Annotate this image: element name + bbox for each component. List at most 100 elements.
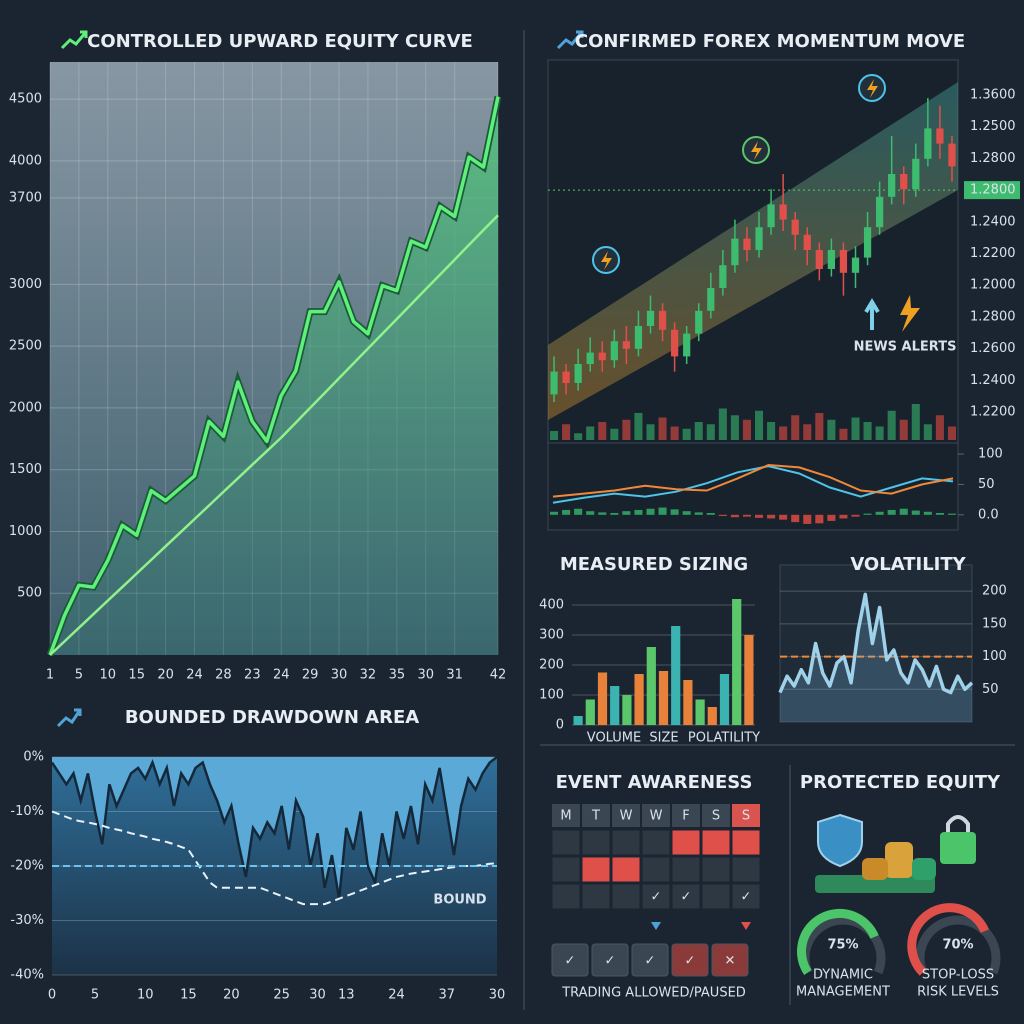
y-tick-label: 1.2400 [970, 373, 1016, 388]
alert-icon [867, 79, 878, 98]
calendar-cell [701, 856, 731, 883]
candle-body [574, 364, 582, 383]
gauge-value [907, 903, 990, 976]
price-tag [964, 181, 1020, 200]
bar [646, 647, 656, 725]
calendar-cell [701, 883, 731, 910]
candle-body [851, 257, 860, 273]
candle-body [948, 143, 956, 167]
histogram-bar [851, 514, 860, 517]
day-header [612, 804, 640, 827]
calendar-cell [731, 829, 761, 856]
bar [683, 680, 693, 725]
volume-bar [923, 424, 932, 440]
day-header [642, 804, 670, 827]
y-tick-label: 1.2400 [970, 214, 1016, 229]
line [778, 592, 974, 695]
volume-bar [767, 422, 776, 440]
candle-body [888, 174, 896, 197]
candle-body [876, 196, 884, 228]
candle-body [610, 341, 618, 361]
candle-body [827, 250, 835, 269]
oscillator-line [552, 465, 954, 504]
bar [744, 635, 754, 725]
candle-body [839, 250, 848, 273]
gauge-caption: DYNAMIC [813, 968, 873, 983]
histogram-bar [586, 511, 595, 515]
x-tick-label: 30 [417, 668, 434, 683]
gauge-label: 70% [942, 938, 973, 953]
histogram-bar [779, 514, 788, 520]
histogram-bar [947, 513, 956, 515]
day-header [732, 804, 760, 827]
y-tick-label: 4500 [9, 92, 42, 107]
panel-title: EVENT AWARENESS [556, 772, 753, 793]
bar [585, 699, 595, 725]
volume-bar [658, 417, 667, 440]
x-tick-label: 13 [338, 988, 355, 1003]
x-tick-label: 31 [446, 668, 463, 683]
y-tick-label: 3700 [9, 190, 42, 205]
histogram-bar [755, 514, 764, 518]
status-button [591, 943, 629, 977]
y-tick-label: 100 [539, 688, 564, 703]
news-arrow [864, 298, 880, 330]
histogram-bar [718, 514, 727, 517]
candle-body [707, 288, 715, 311]
bar [610, 686, 620, 725]
y-tick-label: -30% [10, 913, 44, 928]
histogram-bar [887, 509, 896, 515]
volume-bar [586, 426, 595, 440]
candle-body [683, 333, 691, 357]
volume-bar [875, 426, 884, 440]
candle-body [912, 158, 920, 190]
chart-title: CONFIRMED FOREX MOMENTUM MOVE [575, 31, 965, 52]
volume-bar [670, 426, 679, 440]
day-header [552, 804, 580, 827]
calendar-cell [611, 829, 641, 856]
histogram-bar [574, 508, 583, 515]
line [48, 96, 500, 656]
bar [573, 716, 583, 725]
candle-body [791, 219, 799, 235]
bar [695, 699, 705, 725]
histogram-bar [767, 514, 776, 519]
bar [707, 707, 717, 725]
histogram-bar [791, 514, 800, 523]
volume-bar [634, 413, 643, 440]
alert-icon [751, 141, 762, 160]
candle-body [815, 250, 823, 269]
y-tick-label: 200 [539, 658, 564, 673]
histogram-bar [935, 512, 944, 515]
histogram-bar [863, 513, 872, 515]
x-tick-label: 20 [223, 988, 240, 1003]
day-label: W [650, 809, 663, 824]
histogram-bar [646, 508, 655, 515]
status-icon: ✓ [645, 954, 656, 969]
y-tick-label: -10% [10, 804, 44, 819]
chart-title: CONTROLLED UPWARD EQUITY CURVE [87, 31, 473, 52]
x-tick-label: 24 [273, 668, 290, 683]
gauge-caption: STOP-LOSS [922, 968, 994, 983]
candle-body [646, 310, 655, 326]
candle-body [671, 329, 679, 357]
day-label: F [682, 809, 689, 824]
y-tick-label: 2000 [9, 400, 42, 415]
calendar-cell [671, 883, 701, 910]
volume-bar [718, 408, 727, 440]
calendar-cell [611, 883, 641, 910]
x-tick-label: 24 [388, 988, 405, 1003]
volume-bar [610, 428, 619, 440]
calendar-cell [581, 856, 611, 883]
status-button [631, 943, 669, 977]
y-tick-label: 0 [556, 718, 564, 733]
day-marker [741, 922, 751, 930]
histogram-bar [730, 514, 739, 518]
volume-bar [803, 424, 812, 440]
x-tick-label: 30 [489, 988, 506, 1003]
calendar-cell [641, 829, 671, 856]
y-tick-label: 1.2200 [970, 246, 1016, 261]
calendar-cell [581, 883, 611, 910]
x-tick-label: 10 [100, 668, 117, 683]
y-tick-label: 300 [539, 628, 564, 643]
